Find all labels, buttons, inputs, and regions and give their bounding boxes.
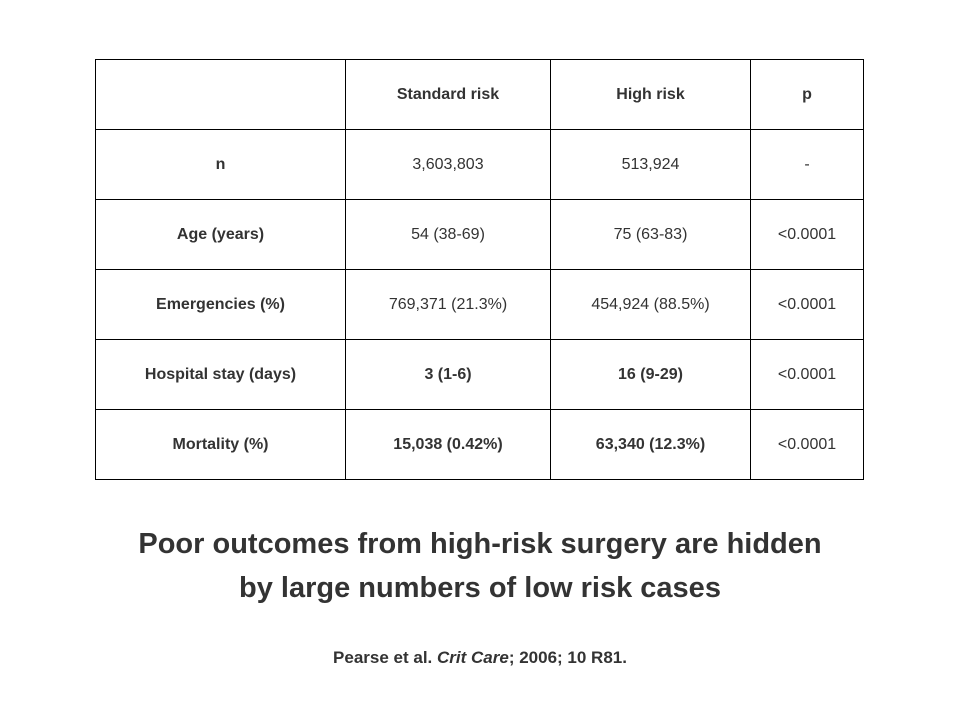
header-cell-empty — [95, 59, 346, 130]
row-label-emergencies: Emergencies (%) — [95, 269, 346, 340]
table-row: Mortality (%) 15,038 (0.42%) 63,340 (12.… — [95, 409, 864, 480]
cell-high-mortality: 63,340 (12.3%) — [550, 409, 751, 480]
cell-p-mortality: <0.0001 — [750, 409, 864, 480]
citation-journal: Crit Care — [437, 648, 509, 667]
headline-line-2: by large numbers of low risk cases — [239, 572, 721, 604]
table-row: Emergencies (%) 769,371 (21.3%) 454,924 … — [95, 269, 864, 340]
header-cell-standard-risk: Standard risk — [345, 59, 551, 130]
table-header-row: Standard risk High risk p — [95, 59, 864, 130]
cell-standard-age: 54 (38-69) — [345, 199, 551, 270]
table-row: n 3,603,803 513,924 - — [95, 129, 864, 200]
cell-standard-n: 3,603,803 — [345, 129, 551, 200]
cell-high-n: 513,924 — [550, 129, 751, 200]
cell-high-emergencies: 454,924 (88.5%) — [550, 269, 751, 340]
citation: Pearse et al. Crit Care; 2006; 10 R81. — [0, 648, 960, 668]
slide-headline: Poor outcomes from high-risk surgery are… — [0, 522, 960, 610]
cell-high-age: 75 (63-83) — [550, 199, 751, 270]
outcomes-table: Standard risk High risk p n 3,603,803 51… — [95, 59, 864, 480]
cell-p-age: <0.0001 — [750, 199, 864, 270]
cell-standard-emergencies: 769,371 (21.3%) — [345, 269, 551, 340]
row-label-hospital-stay: Hospital stay (days) — [95, 339, 346, 410]
citation-authors: Pearse et al. — [333, 648, 433, 667]
header-cell-p: p — [750, 59, 864, 130]
cell-standard-hospital-stay: 3 (1-6) — [345, 339, 551, 410]
headline-line-1: Poor outcomes from high-risk surgery are… — [138, 528, 822, 560]
cell-high-hospital-stay: 16 (9-29) — [550, 339, 751, 410]
header-cell-high-risk: High risk — [550, 59, 751, 130]
cell-p-n: - — [750, 129, 864, 200]
citation-details: ; 2006; 10 R81. — [508, 648, 627, 667]
cell-p-emergencies: <0.0001 — [750, 269, 864, 340]
table-row: Age (years) 54 (38-69) 75 (63-83) <0.000… — [95, 199, 864, 270]
table-row: Hospital stay (days) 3 (1-6) 16 (9-29) <… — [95, 339, 864, 410]
row-label-mortality: Mortality (%) — [95, 409, 346, 480]
row-label-age: Age (years) — [95, 199, 346, 270]
row-label-n: n — [95, 129, 346, 200]
cell-standard-mortality: 15,038 (0.42%) — [345, 409, 551, 480]
cell-p-hospital-stay: <0.0001 — [750, 339, 864, 410]
